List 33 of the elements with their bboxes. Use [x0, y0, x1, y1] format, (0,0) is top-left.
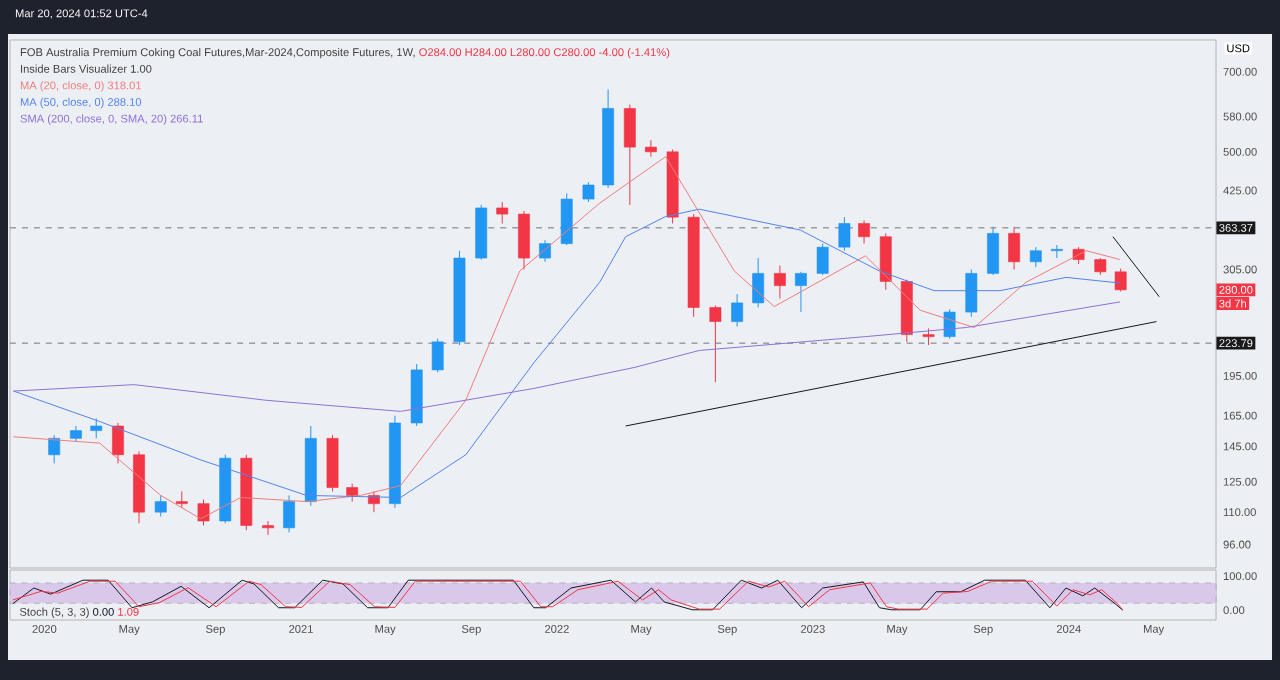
candlestick: [518, 210, 530, 270]
candlestick: [496, 201, 509, 224]
candlestick: [197, 499, 210, 527]
candlestick: [795, 271, 807, 313]
candlestick: [560, 192, 573, 246]
candlestick: [582, 181, 595, 203]
candlestick: [48, 434, 61, 464]
candlestick: [1114, 268, 1127, 293]
candlestick: [858, 219, 870, 245]
candlestick: [623, 104, 636, 206]
candlestick: [838, 216, 851, 252]
candlestick: [731, 293, 744, 327]
candlestick: [262, 520, 274, 536]
candlestick: [1029, 246, 1042, 268]
candlestick: [987, 226, 999, 276]
candlestick: [943, 308, 956, 340]
line-series: [13, 301, 1121, 412]
line-series: [13, 208, 1121, 498]
candlestick: [816, 243, 829, 276]
candlestick: [154, 494, 167, 518]
candlestick: [90, 418, 103, 439]
candlestick: [283, 494, 295, 533]
candlestick: [644, 139, 657, 158]
candlestick: [752, 257, 765, 308]
candlestick: [709, 305, 722, 383]
candlestick: [965, 268, 978, 318]
candlestick: [1008, 226, 1020, 270]
line-series: [13, 156, 1121, 520]
candlestick: [879, 232, 892, 291]
candlestick: [773, 265, 786, 299]
candlestick: [431, 338, 444, 373]
candlestick: [112, 422, 124, 464]
candlestick: [1050, 244, 1063, 259]
